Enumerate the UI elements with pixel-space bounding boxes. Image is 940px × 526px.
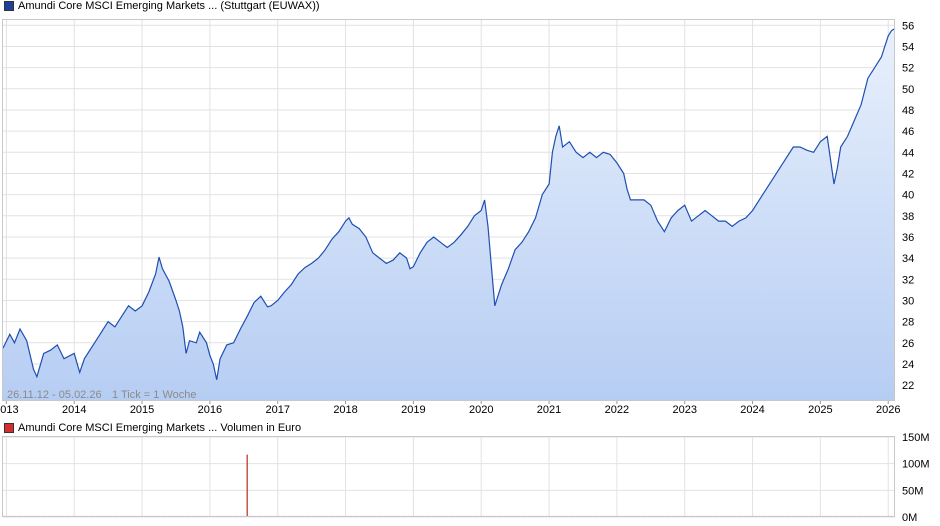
x-tick-label: 2022 <box>605 404 629 416</box>
date-range-label: 26.11.12 - 05.02.26 <box>7 389 102 401</box>
x-tick-label: 2023 <box>672 404 696 416</box>
volume-y-axis-ticks: 0M 50M 100M 150M <box>902 432 930 524</box>
x-tick-label: 2019 <box>401 404 425 416</box>
y-tick-label: 28 <box>902 317 914 329</box>
volume-legend: Amundi Core MSCI Emerging Markets ... Vo… <box>4 422 301 434</box>
price-area <box>3 28 895 401</box>
volume-grid <box>3 436 895 518</box>
y-tick-label: 42 <box>902 168 914 180</box>
y-tick-label: 30 <box>902 295 914 307</box>
y-tick-label: 54 <box>902 41 914 53</box>
x-tick-label: 2016 <box>198 404 222 416</box>
price-plot-frame <box>2 19 895 401</box>
price-legend: Amundi Core MSCI Emerging Markets ... (S… <box>4 0 320 12</box>
y-tick-label: 36 <box>902 232 914 244</box>
y-tick-label: 32 <box>902 274 914 286</box>
x-tick-label: 2024 <box>740 404 764 416</box>
volume-y-tick-label: 50M <box>902 485 923 497</box>
y-tick-label: 26 <box>902 338 914 350</box>
x-tick-label: 2014 <box>62 404 86 416</box>
y-tick-label: 48 <box>902 105 914 117</box>
y-tick-label: 38 <box>902 211 914 223</box>
y-tick-label: 40 <box>902 190 914 202</box>
y-tick-label: 50 <box>902 84 914 96</box>
price-legend-swatch <box>4 1 14 11</box>
y-tick-label: 52 <box>902 63 914 75</box>
x-tick-label: 2021 <box>537 404 561 416</box>
interval-label: 1 Tick = 1 Woche <box>112 389 196 401</box>
x-tick-label: 2026 <box>876 404 900 416</box>
x-tick-label: 2017 <box>265 404 289 416</box>
x-tick-label: 2015 <box>130 404 154 416</box>
price-legend-label: Amundi Core MSCI Emerging Markets ... (S… <box>18 0 320 12</box>
y-axis-ticks: 22 24 26 28 30 32 34 36 38 40 42 44 46 48 50 52 54 56 <box>902 20 914 392</box>
x-tick-label: 2013 <box>0 404 19 416</box>
y-tick-label: 34 <box>902 253 914 265</box>
price-line <box>2 27 896 380</box>
x-tick-label: 2018 <box>333 404 357 416</box>
volume-legend-label: Amundi Core MSCI Emerging Markets ... Vo… <box>18 422 302 434</box>
y-tick-label: 22 <box>902 380 914 392</box>
volume-y-tick-label: 0M <box>902 512 917 524</box>
volume-plot-frame <box>2 436 895 517</box>
volume-legend-swatch <box>4 423 14 433</box>
x-tick-label: 2020 <box>469 404 493 416</box>
volume-y-tick-label: 100M <box>902 459 930 471</box>
x-axis-ticks: 2013 2014 2015 2016 2017 2018 2019 2020 2021 2022… <box>0 401 900 416</box>
volume-y-tick-label: 150M <box>902 432 930 444</box>
y-tick-label: 46 <box>902 126 914 138</box>
y-tick-label: 24 <box>902 359 914 371</box>
y-tick-label: 56 <box>902 20 914 32</box>
y-tick-label: 44 <box>902 147 914 159</box>
x-tick-label: 2025 <box>808 404 832 416</box>
